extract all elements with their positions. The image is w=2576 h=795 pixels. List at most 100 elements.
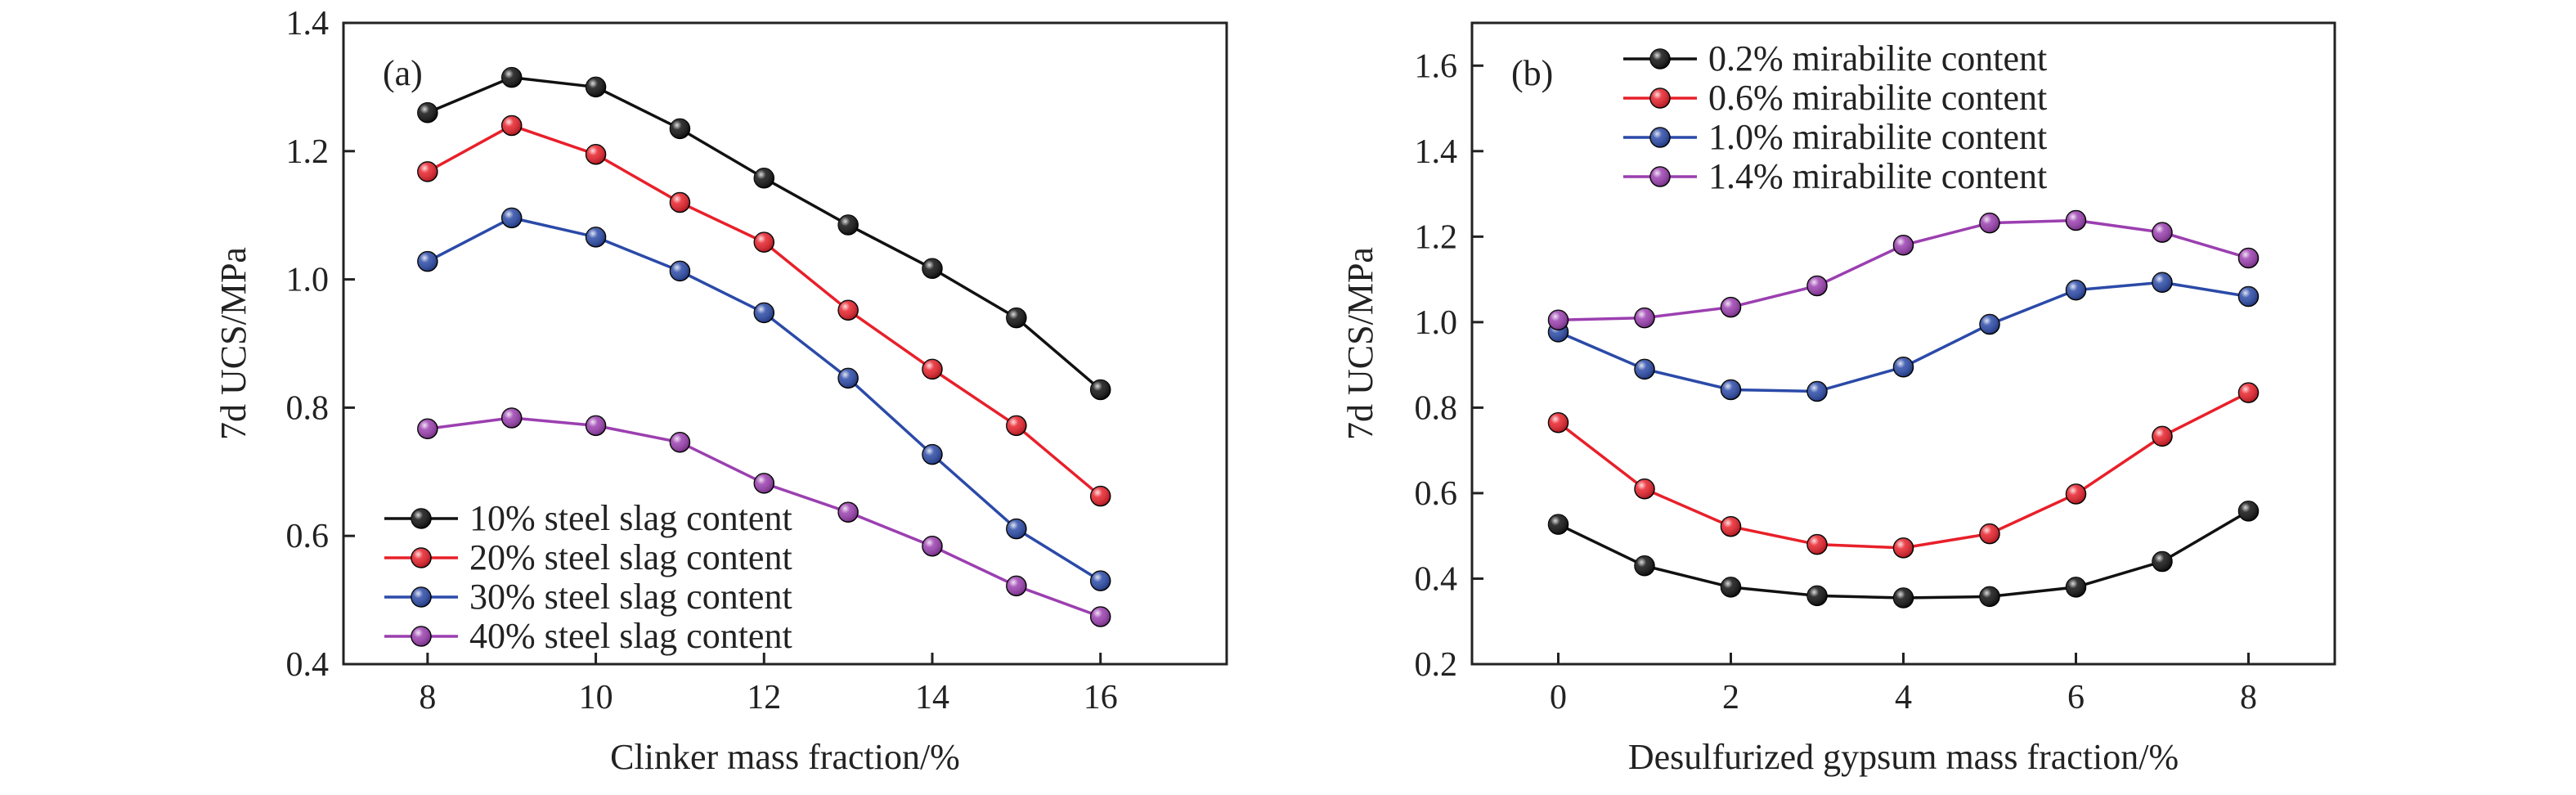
- x-tick-label: 14: [915, 679, 949, 716]
- data-point-highlight: [2066, 483, 2086, 504]
- y-tick-label: 0.2: [1415, 646, 1458, 684]
- data-point-highlight: [2066, 210, 2086, 231]
- data-point-highlight: [838, 368, 859, 389]
- x-tick-label: 10: [579, 679, 613, 716]
- data-point-highlight: [2152, 272, 2172, 293]
- x-tick-label: 16: [1084, 679, 1118, 716]
- data-point-highlight: [1721, 380, 1741, 400]
- data-point-highlight: [2066, 280, 2086, 300]
- data-point-highlight: [670, 119, 690, 139]
- y-axis-title: 7d UCS/MPa: [213, 247, 254, 440]
- y-tick-label: 1.0: [1415, 304, 1458, 342]
- data-point-highlight: [754, 473, 774, 493]
- data-point-highlight: [586, 227, 606, 247]
- data-point-highlight: [838, 214, 859, 235]
- legend-marker-highlight: [411, 548, 431, 568]
- legend-label: 0.2% mirabilite content: [1708, 38, 2047, 79]
- data-point-highlight: [1980, 213, 1999, 233]
- data-point-highlight: [417, 251, 438, 272]
- data-point-highlight: [754, 168, 774, 188]
- y-tick-label: 0.4: [1415, 560, 1458, 598]
- legend-marker-highlight: [411, 627, 431, 646]
- data-point-highlight: [922, 359, 942, 380]
- data-point-highlight: [586, 144, 606, 164]
- x-tick-label: 8: [2240, 679, 2257, 716]
- data-point-highlight: [1090, 606, 1111, 627]
- data-point-highlight: [670, 261, 690, 281]
- data-point-highlight: [1006, 415, 1026, 436]
- data-point-highlight: [1893, 587, 1914, 608]
- plot-frame: [342, 21, 1228, 666]
- data-point-highlight: [1980, 314, 1999, 335]
- y-tick-label: 1.6: [1415, 47, 1458, 85]
- series-line: [1557, 391, 2250, 550]
- y-tick-label: 1.0: [286, 262, 330, 299]
- y-axis-title: 7d UCS/MPa: [1340, 247, 1380, 440]
- x-tick-label: 12: [747, 679, 781, 716]
- data-point-highlight: [1807, 381, 1827, 402]
- data-point-highlight: [1893, 357, 1914, 377]
- legend-marker-highlight: [411, 587, 431, 607]
- legend-marker-highlight: [411, 509, 431, 528]
- data-point-highlight: [2238, 501, 2259, 521]
- y-tick-label: 0.8: [286, 389, 330, 427]
- data-point-highlight: [1980, 523, 1999, 544]
- data-point-highlight: [2152, 426, 2172, 447]
- data-point-highlight: [1548, 412, 1568, 433]
- y-tick-label: 1.4: [1415, 133, 1458, 171]
- data-point-highlight: [1090, 380, 1111, 400]
- x-axis-title: Clinker mass fraction/%: [610, 737, 960, 777]
- legend-label: 0.6% mirabilite content: [1708, 78, 2047, 118]
- chart-panel-b: 0.2 0.4 0.6 0.8 1.0 1.2 1.4 1.6 0 2 4 6 8 7d UCS/MPa D…: [1340, 21, 2336, 777]
- panel-label: (a): [383, 53, 423, 93]
- data-point-highlight: [501, 115, 522, 136]
- data-point-highlight: [501, 407, 522, 428]
- y-tick-label: 0.4: [286, 646, 330, 684]
- data-point-highlight: [417, 419, 438, 439]
- y-tick-label: 0.6: [1415, 475, 1458, 513]
- y-tick-label: 1.4: [286, 5, 330, 43]
- data-point-highlight: [670, 192, 690, 213]
- data-point-highlight: [1635, 555, 1654, 576]
- panel-label: (b): [1511, 53, 1553, 93]
- chart-panel-a: 0.4 0.6 0.8 1.0 1.2 1.4 8 10 12 14 16 7d UCS/MPa Cli…: [213, 5, 1228, 777]
- data-point-highlight: [1893, 537, 1914, 558]
- data-point-highlight: [501, 208, 522, 228]
- data-point-highlight: [754, 303, 774, 323]
- legend-label: 20% steel slag content: [469, 537, 792, 577]
- legend-marker-highlight: [1650, 88, 1670, 108]
- data-point-highlight: [1807, 534, 1827, 555]
- x-tick-label: 8: [419, 679, 436, 716]
- data-point-highlight: [586, 415, 606, 436]
- data-point-highlight: [1635, 308, 1654, 328]
- x-tick-label: 6: [2067, 679, 2085, 716]
- legend-marker-highlight: [1650, 167, 1670, 186]
- x-tick-label: 0: [1550, 679, 1567, 716]
- legend-label: 30% steel slag content: [469, 577, 792, 617]
- data-point-highlight: [1980, 586, 1999, 607]
- y-tick-label: 0.8: [1415, 389, 1458, 427]
- data-point-highlight: [501, 67, 522, 88]
- data-point-highlight: [1006, 308, 1026, 328]
- y-tick-label: 1.2: [1415, 218, 1458, 256]
- data-point-highlight: [2152, 222, 2172, 243]
- x-tick-label: 2: [1722, 679, 1739, 716]
- data-point-highlight: [417, 161, 438, 182]
- data-point-highlight: [1006, 519, 1026, 539]
- y-tick-label: 0.6: [286, 518, 330, 555]
- data-point-highlight: [1807, 276, 1827, 296]
- legend-label: 1.4% mirabilite content: [1708, 156, 2047, 196]
- data-point-highlight: [1548, 514, 1568, 535]
- data-point-highlight: [1807, 586, 1827, 606]
- y-tick-label: 1.2: [286, 133, 330, 171]
- data-point-highlight: [1721, 516, 1741, 537]
- legend-label: 40% steel slag content: [469, 616, 792, 656]
- data-point-highlight: [1006, 576, 1026, 596]
- data-point-highlight: [2238, 286, 2259, 307]
- data-point-highlight: [586, 77, 606, 97]
- data-point-highlight: [922, 444, 942, 465]
- data-point-highlight: [922, 536, 942, 556]
- data-point-highlight: [1090, 571, 1111, 591]
- data-point-highlight: [2238, 248, 2259, 268]
